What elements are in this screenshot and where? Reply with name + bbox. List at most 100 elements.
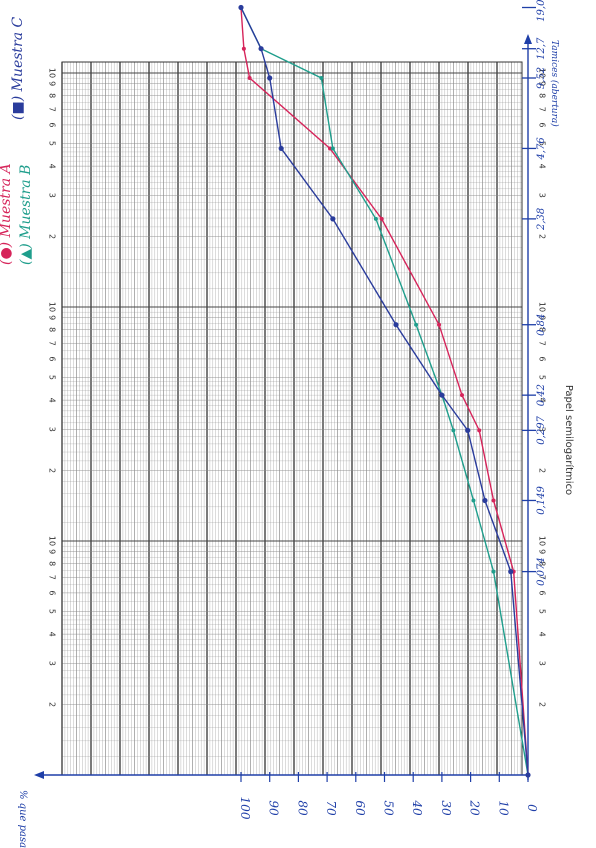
data-point <box>330 146 335 151</box>
log-tick-label: 9 <box>538 315 547 320</box>
data-point <box>525 772 531 778</box>
paper-label: Papel semilogarítmico <box>563 385 575 495</box>
log-tick-label: 4 <box>538 632 547 637</box>
data-point <box>414 322 419 327</box>
log-tick-label: 10 <box>538 536 547 546</box>
pct-tick-label: 40 <box>410 799 424 816</box>
series-line <box>240 7 529 776</box>
data-point <box>327 146 332 151</box>
data-point <box>491 498 496 503</box>
log-tick-label: 9 <box>538 81 547 86</box>
log-tick-label: 10 <box>48 536 57 546</box>
data-point <box>379 216 384 221</box>
data-point <box>267 75 273 81</box>
data-point <box>278 145 284 152</box>
legend-muestra-b: (▲) Muestra B <box>18 165 34 265</box>
data-point <box>437 322 442 327</box>
x-axis <box>524 34 532 780</box>
pct-tick-label: 10 <box>496 800 510 816</box>
log-tick-label: 10 <box>48 302 57 312</box>
log-tick-label: 7 <box>48 107 57 112</box>
series-layer <box>238 4 531 778</box>
log-tick-label: 6 <box>538 356 547 361</box>
log-tick-label: 7 <box>48 575 57 580</box>
pct-tick-label: 30 <box>439 800 453 816</box>
log-tick-label: 7 <box>48 341 57 346</box>
log-tick-label: 9 <box>48 315 57 320</box>
sieve-label: 19,05 <box>536 0 547 22</box>
series-line <box>240 7 529 776</box>
data-point <box>465 427 471 433</box>
sieve-label: 0,149 <box>536 486 547 515</box>
log-tick-label: 6 <box>48 122 57 127</box>
sieve-label: 0,84 <box>536 314 547 336</box>
log-tick-label: 10 <box>48 68 57 78</box>
log-tick-label: 9 <box>48 81 57 86</box>
log-tick-label: 7 <box>538 575 547 580</box>
log-tick-label: 2 <box>48 468 57 473</box>
log-tick-label: 8 <box>538 93 547 98</box>
log-tick-label: 4 <box>48 398 57 403</box>
data-point <box>241 46 246 51</box>
log-tick-label: 3 <box>538 427 547 432</box>
log-tick-label: 10 <box>538 302 547 312</box>
log-tick-label: 9 <box>538 549 547 554</box>
data-point <box>439 392 445 398</box>
log-tick-label: 8 <box>48 561 57 566</box>
log-tick-label: 8 <box>48 327 57 332</box>
log-tick-label: 2 <box>538 468 547 473</box>
sieve-markers: 0,074 0,149 0,297 0,42 0,84 2,38 4,76 9,52 12,7 1… <box>522 0 547 586</box>
sieve-label: 2,38 <box>536 208 547 231</box>
sieve-label: 9,52 <box>536 67 547 89</box>
data-point <box>330 216 336 222</box>
log-tick-label: 5 <box>538 609 547 614</box>
data-point <box>491 569 496 574</box>
data-point <box>247 75 252 80</box>
data-point <box>459 393 464 398</box>
data-point <box>482 497 488 504</box>
series-muestra-c <box>238 4 531 778</box>
log-tick-label: 3 <box>48 661 57 666</box>
series-line <box>240 7 529 776</box>
sieve-label: 0,297 <box>536 415 547 444</box>
pct-tick-label: 100 <box>238 797 252 820</box>
y-axis-label: % que pasa <box>17 790 28 848</box>
pct-tick-label: 90 <box>267 800 281 816</box>
sieve-label: 0,074 <box>536 557 547 586</box>
log-tick-label: 4 <box>48 632 57 637</box>
data-point <box>373 216 378 221</box>
data-point <box>477 428 482 433</box>
legend-muestra-a: (●) Muestra A <box>0 163 14 265</box>
log-tick-label: 7 <box>538 107 547 112</box>
log-tick-label: 8 <box>538 327 547 332</box>
grid-frame <box>61 61 523 776</box>
log-tick-label: 3 <box>538 193 547 198</box>
series-muestra-b <box>239 5 530 777</box>
data-point <box>508 568 514 575</box>
data-point <box>319 75 324 80</box>
log-tick-label: 5 <box>48 141 57 146</box>
series-muestra-a <box>239 5 530 777</box>
log-tick-label: 5 <box>48 609 57 614</box>
pct-tick-label: 60 <box>353 800 367 816</box>
pct-tick-label: 70 <box>324 800 338 816</box>
pct-tick-label: 50 <box>382 800 396 816</box>
legend: (●) Muestra A (▲) Muestra B (■) Muestra … <box>0 16 34 265</box>
log-tick-label: 2 <box>538 702 547 707</box>
sieve-label: 0,42 <box>536 384 547 406</box>
pct-tick-label: 80 <box>295 800 309 816</box>
data-point <box>258 46 264 52</box>
log-tick-label: 6 <box>48 590 57 595</box>
log-tick-label: 2 <box>48 234 57 239</box>
log-tick-label: 4 <box>48 164 57 169</box>
percent-tick-labels: 0 10 20 30 40 50 60 70 80 90 100 <box>238 772 539 820</box>
log-tick-label: 5 <box>538 141 547 146</box>
log-tick-label: 3 <box>48 193 57 198</box>
log-tick-label: 10 <box>538 68 547 78</box>
x-axis-arrow-icon <box>524 34 532 44</box>
y-axis <box>34 771 528 779</box>
log-tick-label: 8 <box>538 561 547 566</box>
log-tick-label: 5 <box>48 375 57 380</box>
log-tick-label: 6 <box>538 590 547 595</box>
